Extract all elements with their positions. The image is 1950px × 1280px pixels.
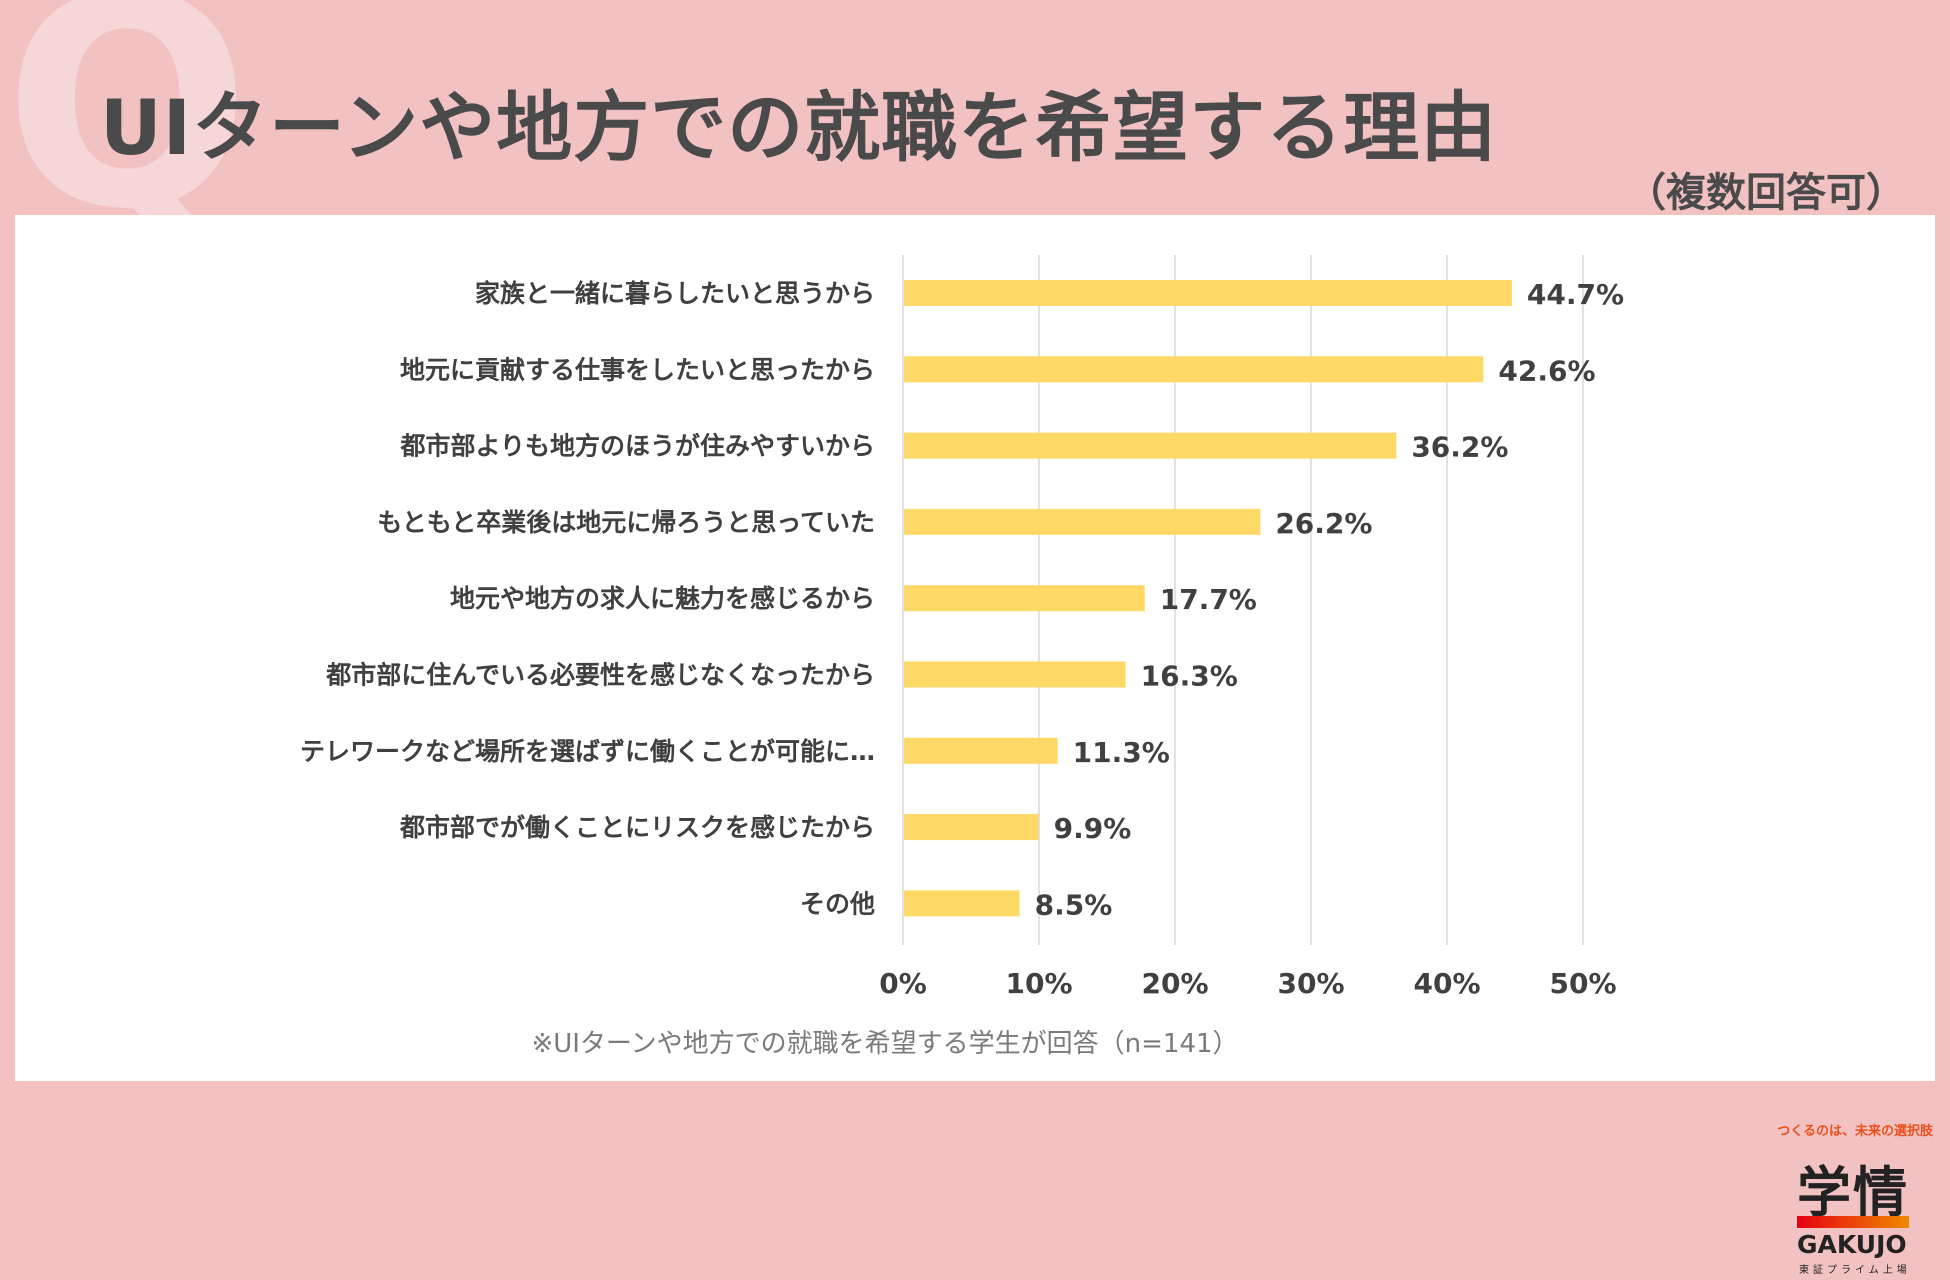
bar (904, 508, 1261, 535)
bar (904, 890, 1020, 917)
x-tick-label: 0% (879, 967, 927, 1000)
value-label: 9.9% (1054, 812, 1132, 845)
value-label: 11.3% (1073, 736, 1170, 769)
x-tick-label: 10% (1005, 967, 1072, 1000)
value-label: 8.5% (1035, 888, 1113, 921)
value-label: 17.7% (1160, 583, 1257, 616)
category-label: 家族と一緒に暮らしたいと思うから (475, 279, 875, 308)
footnote: ※UIターンや地方での就職を希望する学生が回答（n=141） (531, 1029, 1239, 1059)
category-label: 都市部でが働くことにリスクを感じたから (399, 813, 875, 842)
bar (904, 432, 1397, 459)
category-label: テレワークなど場所を選ばずに働くことが可能に… (300, 737, 875, 766)
bar (904, 661, 1126, 688)
bar (904, 814, 1039, 841)
category-label: もともと卒業後は地元に帰ろうと思っていた (377, 508, 875, 537)
logo-brand: GAKUJO (1797, 1230, 1907, 1259)
category-label: 都市部に住んでいる必要性を感じなくなったから (325, 661, 875, 690)
x-tick-label: 30% (1277, 967, 1344, 1000)
bar (904, 737, 1058, 764)
category-label: 都市部よりも地方のほうが住みやすいから (399, 432, 875, 461)
value-label: 36.2% (1411, 431, 1508, 464)
value-label: 16.3% (1141, 660, 1238, 693)
category-label: 地元や地方の求人に魅力を感じるから (450, 584, 875, 613)
bar (904, 280, 1512, 306)
x-tick-label: 40% (1413, 967, 1480, 1000)
watermark-q: Q (4, 0, 251, 273)
page-title: UIターンや地方での就職を希望する理由 (100, 83, 1498, 172)
value-label: 42.6% (1498, 354, 1595, 387)
bar (904, 356, 1484, 383)
category-label: 地元に貢献する仕事をしたいと思ったから (400, 355, 875, 384)
logo-listing: 東証プライム上場 (1799, 1265, 1911, 1276)
x-tick-label: 50% (1549, 967, 1616, 1000)
chart-panel: 0% 10% 20% 30% 40% 50% 家族と一緒に暮らしたいと思うから 44.7% 地元… (15, 215, 1935, 1276)
value-label: 44.7% (1527, 278, 1624, 311)
logo-tagline: つくるのは、未来の選択肢 (1777, 1124, 1933, 1139)
category-label: その他 (800, 889, 875, 918)
gakujo-logo: つくるのは、未来の選択肢 学情 GAKUJO 東証プライム上場 (1763, 1120, 1933, 1280)
logo-bar (1797, 1216, 1909, 1228)
bar-chart: 0% 10% 20% 30% 40% 50% 家族と一緒に暮らしたいと思うから 44.7% 地元… (300, 255, 1624, 1000)
x-tick-label: 20% (1141, 967, 1208, 1000)
bar (904, 585, 1145, 612)
page-subtitle: （複数回答可） (1626, 170, 1906, 216)
value-label: 26.2% (1275, 507, 1372, 540)
